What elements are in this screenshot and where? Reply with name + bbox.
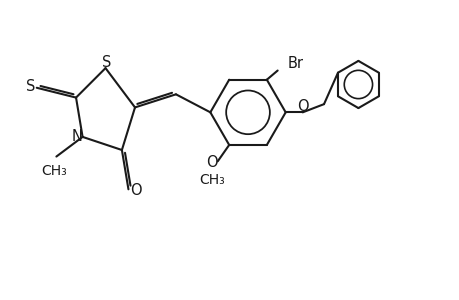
Text: O: O xyxy=(129,183,141,198)
Text: S: S xyxy=(102,55,112,70)
Text: O: O xyxy=(206,155,217,170)
Text: CH₃: CH₃ xyxy=(41,164,67,178)
Text: S: S xyxy=(26,79,35,94)
Text: O: O xyxy=(296,99,308,114)
Text: Br: Br xyxy=(287,56,303,71)
Text: N: N xyxy=(71,129,82,144)
Text: CH₃: CH₃ xyxy=(198,173,224,187)
